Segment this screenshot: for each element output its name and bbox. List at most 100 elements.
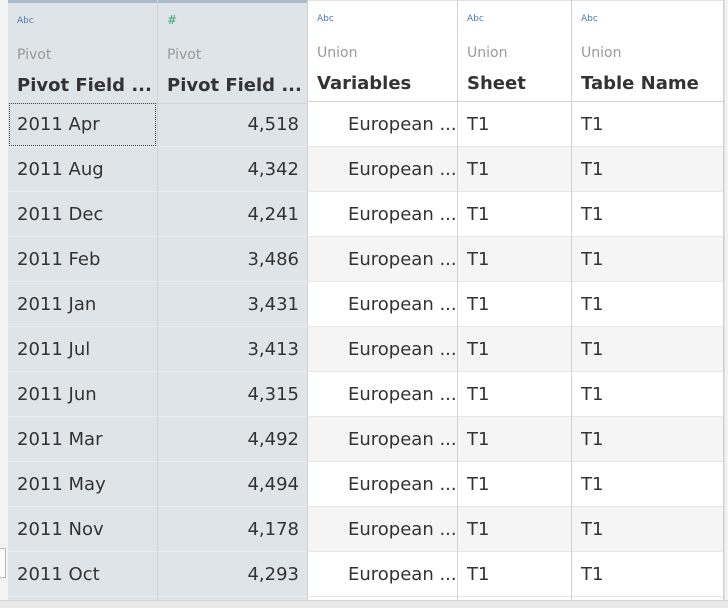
table-cell[interactable]: 2011 May (17, 474, 106, 495)
string-type-icon[interactable]: Abc (17, 16, 34, 26)
table-cell[interactable]: 2011 Jan (17, 294, 97, 315)
table-cell[interactable]: European ... (348, 294, 457, 315)
table-cell[interactable]: T1 (581, 249, 604, 270)
table-cell[interactable]: 3,486 (247, 249, 299, 270)
table-cell[interactable]: 4,342 (247, 159, 299, 180)
table-cell[interactable]: T1 (467, 339, 490, 360)
column-field-name[interactable]: Sheet (467, 73, 526, 94)
table-cell[interactable]: 2011 Nov (17, 519, 104, 540)
column-field-name[interactable]: Pivot Field ... (167, 75, 302, 96)
row-divider (572, 236, 724, 237)
table-cell[interactable]: 4,494 (247, 474, 299, 495)
row-divider (458, 461, 572, 462)
table-cell[interactable]: 4,492 (247, 429, 299, 450)
table-cell[interactable]: T1 (581, 294, 604, 315)
table-cell[interactable]: 4,315 (247, 384, 299, 405)
table-cell[interactable]: 4,178 (247, 519, 299, 540)
table-cell[interactable]: European ... (348, 249, 457, 270)
row-divider (458, 281, 572, 282)
table-cell[interactable]: 2011 Aug (17, 159, 104, 180)
column-sheet: Abc Union Sheet T1 T1 T1 T1 T1 T1 T1 T1 T1 T1 T1 (458, 0, 572, 600)
row-divider (158, 596, 308, 597)
column-divider[interactable] (571, 0, 572, 600)
table-cell[interactable]: T1 (581, 384, 604, 405)
row-divider (308, 551, 458, 552)
table-cell[interactable]: T1 (467, 204, 490, 225)
string-type-icon[interactable]: Abc (467, 14, 484, 24)
column-pivot-field-values: # Pivot Pivot Field ... 4,518 4,342 4,241 3… (158, 0, 308, 600)
table-cell[interactable]: T1 (467, 429, 490, 450)
table-cell[interactable]: T1 (581, 114, 604, 135)
row-band (308, 237, 458, 282)
table-cell[interactable]: 4,518 (247, 114, 299, 135)
column-divider[interactable] (723, 0, 724, 600)
table-cell[interactable]: European ... (348, 204, 457, 225)
column-field-name[interactable]: Variables (317, 73, 412, 94)
table-cell[interactable]: T1 (581, 429, 604, 450)
table-cell[interactable]: T1 (467, 294, 490, 315)
table-cell[interactable]: 2011 Mar (17, 429, 103, 450)
table-cell[interactable]: 2011 Apr (8, 102, 157, 147)
table-cell[interactable]: T1 (467, 159, 490, 180)
table-cell[interactable]: T1 (467, 114, 490, 135)
row-band (458, 417, 572, 462)
row-divider (458, 191, 572, 192)
panel-collapse-handle[interactable] (0, 548, 6, 578)
table-cell[interactable]: T1 (581, 339, 604, 360)
string-type-icon[interactable]: Abc (317, 14, 334, 24)
table-cell[interactable]: T1 (581, 564, 604, 585)
vertical-scrollbar[interactable] (724, 0, 728, 608)
column-divider[interactable] (457, 0, 458, 600)
table-cell[interactable]: 2011 Jun (17, 384, 97, 405)
row-divider (308, 326, 458, 327)
table-cell[interactable]: 2011 Oct (17, 564, 100, 585)
table-cell[interactable]: T1 (581, 159, 604, 180)
row-divider (8, 371, 158, 372)
table-cell[interactable]: 4,293 (247, 564, 299, 585)
row-band (572, 237, 724, 282)
table-cell[interactable]: T1 (467, 564, 490, 585)
column-header[interactable]: Abc Union Variables (308, 0, 458, 102)
table-cell[interactable]: 4,241 (247, 204, 299, 225)
row-divider (572, 146, 724, 147)
column-field-name[interactable]: Pivot Field ... (17, 75, 152, 96)
table-cell[interactable]: European ... (348, 564, 457, 585)
column-origin-label: Pivot (167, 47, 202, 63)
table-cell[interactable]: European ... (348, 384, 457, 405)
column-header[interactable]: Abc Pivot Pivot Field ... (8, 0, 158, 104)
table-cell[interactable]: European ... (348, 339, 457, 360)
row-divider (572, 326, 724, 327)
row-divider (158, 371, 308, 372)
table-cell[interactable]: T1 (467, 474, 490, 495)
column-header[interactable]: Abc Union Sheet (458, 0, 572, 102)
column-header[interactable]: Abc Union Table Name (572, 0, 724, 102)
column-divider[interactable] (157, 0, 158, 600)
table-cell[interactable]: T1 (467, 519, 490, 540)
column-field-name[interactable]: Table Name (581, 73, 699, 94)
number-type-icon[interactable]: # (167, 13, 178, 27)
row-divider (308, 596, 458, 597)
table-cell[interactable]: 3,431 (247, 294, 299, 315)
table-cell[interactable]: European ... (348, 159, 457, 180)
table-cell[interactable]: 3,413 (247, 339, 299, 360)
row-divider (308, 371, 458, 372)
horizontal-scrollbar[interactable] (0, 600, 728, 608)
table-cell[interactable]: T1 (581, 474, 604, 495)
table-cell[interactable]: European ... (348, 114, 457, 135)
row-band (572, 417, 724, 462)
table-cell[interactable]: T1 (581, 204, 604, 225)
table-cell[interactable]: 2011 Feb (17, 249, 101, 270)
table-cell[interactable]: 2011 Jul (17, 339, 91, 360)
column-header[interactable]: # Pivot Pivot Field ... (158, 0, 308, 104)
table-cell[interactable]: T1 (467, 249, 490, 270)
column-divider[interactable] (307, 0, 308, 600)
table-cell[interactable]: European ... (348, 474, 457, 495)
table-cell[interactable]: T1 (581, 519, 604, 540)
string-type-icon[interactable]: Abc (581, 14, 598, 24)
row-band (458, 507, 572, 552)
table-cell[interactable]: European ... (348, 519, 457, 540)
table-cell[interactable]: European ... (348, 429, 457, 450)
table-cell[interactable]: T1 (467, 384, 490, 405)
table-cell[interactable]: 2011 Dec (17, 204, 104, 225)
row-divider (572, 461, 724, 462)
